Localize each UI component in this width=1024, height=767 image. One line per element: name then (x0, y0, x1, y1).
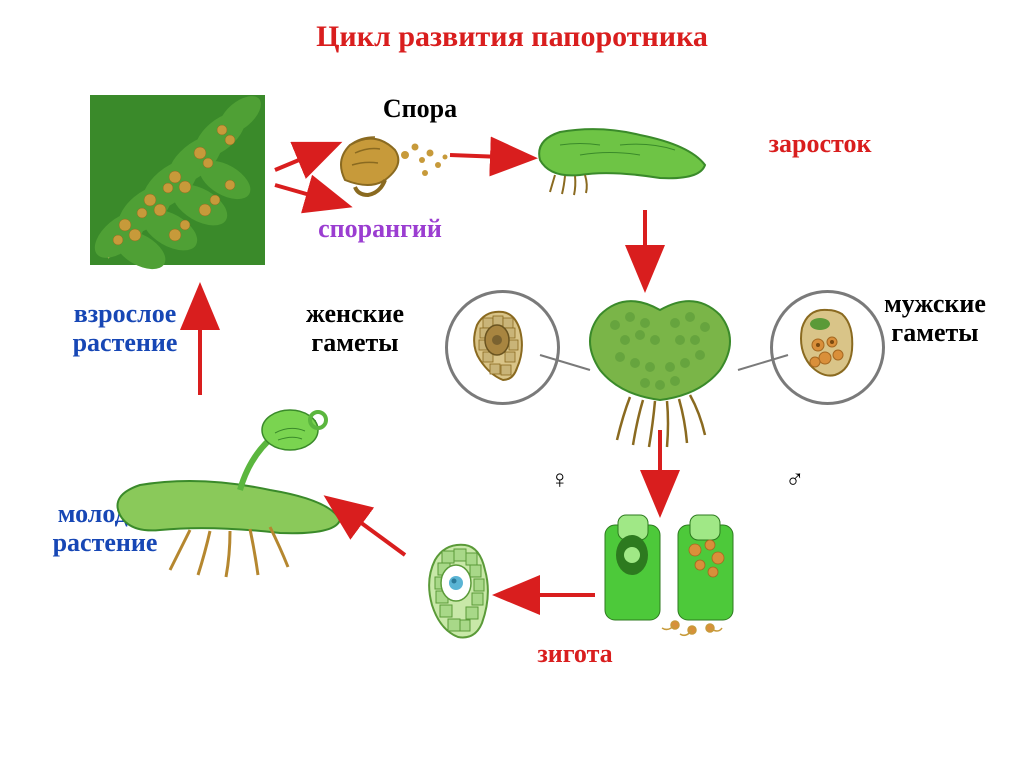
cycle-arrows (0, 0, 1024, 767)
